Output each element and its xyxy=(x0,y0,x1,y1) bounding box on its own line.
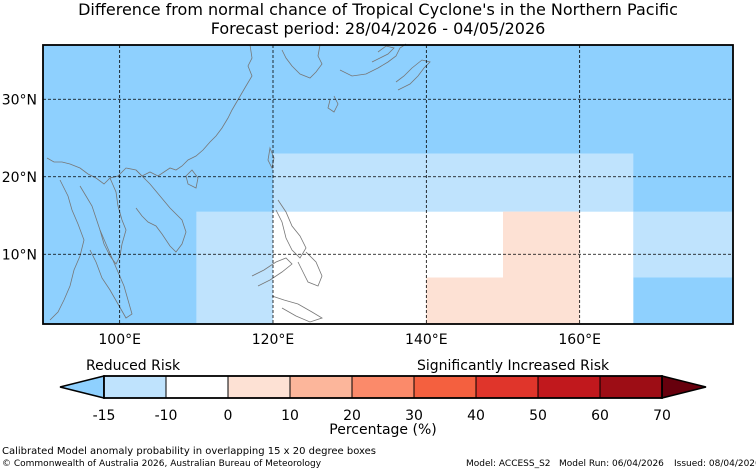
colorbar-segment xyxy=(413,375,477,399)
coastline-13 xyxy=(251,257,293,287)
risk-region-4 xyxy=(426,277,503,324)
coastline-3 xyxy=(89,229,133,319)
colorbar-segment xyxy=(103,375,167,399)
colorbar-tick-label: 0 xyxy=(224,408,233,424)
colorbar-tick-label: -15 xyxy=(93,408,116,424)
forecast-period: Forecast period: 28/04/2026 - 04/05/2026 xyxy=(210,19,546,38)
latitude-tick-label: 30°N xyxy=(2,92,37,108)
colorbar-tick-label: -10 xyxy=(155,408,178,424)
footer-caption: Calibrated Model anomaly probability in … xyxy=(2,446,377,457)
colorbar-right-label: Significantly Increased Risk xyxy=(417,358,610,374)
risk-region-0 xyxy=(273,153,634,212)
colorbar-tick-label: 10 xyxy=(281,408,299,424)
footer-model: Model: ACCESS_S2 xyxy=(466,459,551,469)
coastline-11 xyxy=(275,199,307,259)
colorbar-tick-label: 30 xyxy=(405,408,423,424)
colorbar-tick-label: 70 xyxy=(653,408,671,424)
longitude-tick-label: 100°E xyxy=(98,332,141,348)
coastline-5 xyxy=(281,44,323,79)
footer-copyright: © Commonwealth of Australia 2026, Austra… xyxy=(2,459,322,469)
coastline-9 xyxy=(371,45,395,63)
colorbar-segment xyxy=(475,375,539,399)
map-frame xyxy=(42,44,734,325)
colorbar-segment xyxy=(537,375,601,399)
colorbar-segment xyxy=(165,375,229,399)
longitude-tick-label: 120°E xyxy=(252,332,295,348)
footer-issued: Issued: 08/04/2026 xyxy=(674,459,756,469)
colorbar-frame xyxy=(103,375,663,399)
colorbar-segment xyxy=(289,375,353,399)
colorbar-high-extension xyxy=(661,375,707,399)
chart-title: Difference from normal chance of Tropica… xyxy=(78,0,678,19)
colorbar-segment xyxy=(599,375,663,399)
colorbar-left-label: Reduced Risk xyxy=(86,358,181,374)
colorbar-segment xyxy=(227,375,291,399)
colorbar-low-extension xyxy=(59,375,105,399)
colorbar-tick-label: 50 xyxy=(529,408,547,424)
coastline-0 xyxy=(46,44,253,185)
risk-region-2 xyxy=(633,211,733,278)
risk-region-1 xyxy=(196,211,273,324)
coastline-8 xyxy=(395,59,431,91)
latitude-tick-label: 10°N xyxy=(2,247,37,263)
coastline-10 xyxy=(267,146,275,170)
colorbar-tick-label: 60 xyxy=(591,408,609,424)
coastline-1 xyxy=(135,169,187,253)
coastline-14 xyxy=(271,295,323,323)
coastline-7 xyxy=(339,43,407,77)
coastline-6 xyxy=(327,95,339,113)
coastline-12 xyxy=(297,251,323,287)
longitude-tick-label: 160°E xyxy=(558,332,601,348)
colorbar-tick-label: 20 xyxy=(343,408,361,424)
coastline-4 xyxy=(49,179,85,321)
colorbar-segment xyxy=(351,375,415,399)
longitude-tick-label: 140°E xyxy=(405,332,448,348)
risk-region-5 xyxy=(503,211,580,324)
colorbar-tick-label: 40 xyxy=(467,408,485,424)
footer-model-run: Model Run: 06/04/2026 xyxy=(559,459,664,469)
coastline-15 xyxy=(185,169,199,189)
colorbar-xlabel: Percentage (%) xyxy=(329,422,437,438)
latitude-tick-label: 20°N xyxy=(2,170,37,186)
